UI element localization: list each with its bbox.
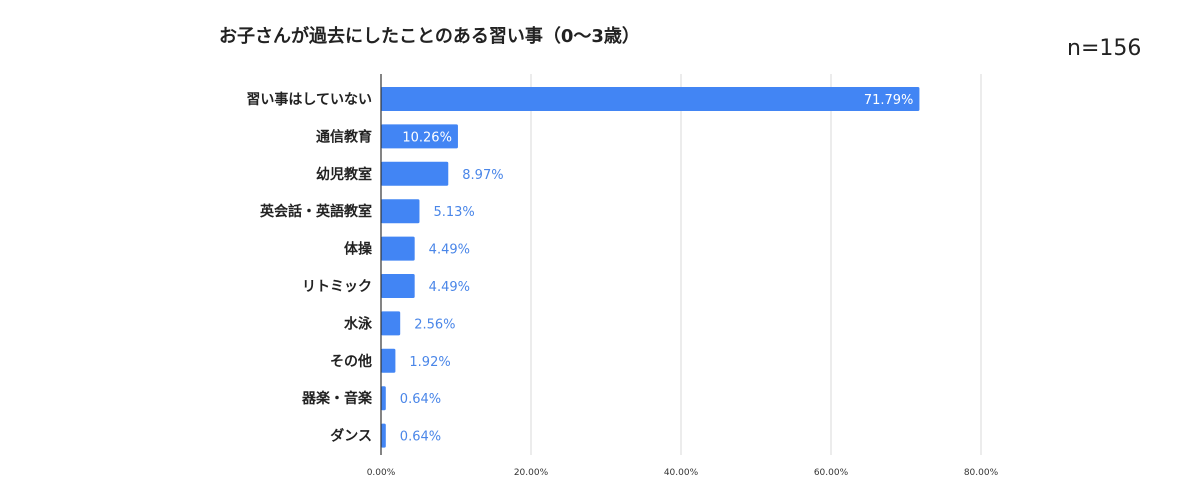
data-label: 0.64% (400, 392, 441, 407)
x-tick-label: 60.00% (814, 468, 849, 478)
data-label: 4.49% (429, 280, 470, 295)
bar (381, 423, 386, 448)
category-label: 幼児教室 (316, 166, 372, 183)
bar (381, 124, 458, 149)
x-tick-label: 40.00% (664, 468, 699, 478)
category-label: 通信教育 (316, 128, 372, 145)
data-label: 10.26% (402, 130, 452, 145)
x-tick-label: 20.00% (514, 468, 549, 478)
category-label: 体操 (344, 241, 373, 258)
labels: 0.00% 20.00% 40.00% 60.00% 80.00% 習い事はしていない 71… (246, 91, 998, 478)
data-label: 71.79% (864, 93, 914, 108)
bar (381, 311, 401, 336)
sample-size-label: n=156 (1067, 36, 1142, 61)
bar (381, 386, 386, 411)
data-label: 4.49% (429, 243, 470, 258)
category-label: 水泳 (344, 315, 373, 332)
chart-title: お子さんが過去にしたことのある習い事（0〜3歳） (219, 26, 640, 47)
category-label: リトミック (302, 279, 372, 295)
bar (381, 274, 415, 298)
x-tick-label: 0.00% (367, 468, 396, 478)
bar (381, 236, 415, 261)
data-label: 5.13% (433, 205, 474, 220)
bar (381, 348, 396, 373)
category-label: その他 (330, 353, 372, 370)
category-label: 器楽・音楽 (301, 390, 373, 407)
data-label: 0.64% (400, 430, 441, 445)
grid-lines (530, 74, 982, 455)
x-tick-label: 80.00% (964, 468, 999, 478)
data-label: 2.56% (414, 317, 455, 332)
bars (381, 87, 920, 448)
bar (381, 87, 920, 111)
bar (381, 161, 449, 186)
category-label: 英会話・英語教室 (259, 203, 372, 220)
data-label: 1.92% (409, 355, 450, 370)
data-label: 8.97% (462, 168, 503, 183)
category-label: ダンス (330, 428, 372, 445)
bar (381, 199, 420, 224)
category-label: 習い事はしていない (246, 91, 372, 108)
